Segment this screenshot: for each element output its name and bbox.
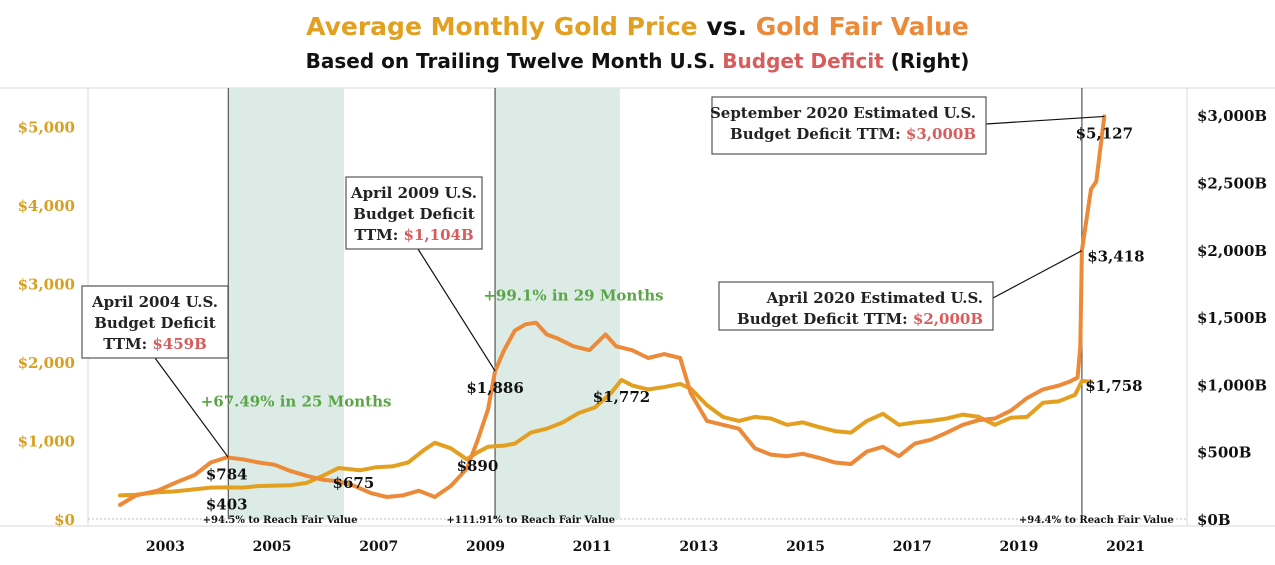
x-tick-label: 2003 (146, 539, 185, 555)
callout-0: April 2004 U.S. Budget Deficit TTM: $459B (81, 285, 229, 458)
point-label: $890 (457, 457, 499, 475)
callout-leader (417, 248, 496, 372)
callout-prefix: TTM: (103, 335, 152, 353)
callout-box (81, 285, 229, 359)
gain-annotation: +67.49% in 25 Months (201, 393, 392, 411)
title-fair-value: Gold Fair Value (755, 12, 969, 41)
point-label: $784 (206, 465, 248, 483)
fair-value-line (118, 114, 1107, 507)
left-tick-label: $2,000 (18, 354, 75, 372)
callout-text: Budget Deficit (94, 314, 216, 332)
callout-deficit-value: $459B (152, 335, 206, 353)
right-tick-label: $1,000B (1197, 376, 1267, 394)
shaded-period-0 (228, 88, 345, 519)
x-tick-label: 2021 (1106, 539, 1145, 555)
x-tick-label: 2015 (786, 539, 825, 555)
point-label: $3,418 (1087, 248, 1144, 266)
callout-value-line: TTM: $1,104B (354, 226, 473, 244)
shaded-period-1 (495, 88, 620, 519)
callout-leader (992, 250, 1083, 299)
point-label: $1,772 (593, 388, 650, 406)
callout-box (345, 176, 483, 250)
callout-value-line: Budget Deficit TTM: $2,000B (737, 310, 983, 328)
x-tick-label: 2013 (679, 539, 718, 555)
callout-leader (985, 115, 1105, 125)
point-label: $1,758 (1085, 377, 1142, 395)
subtitle-budget-deficit: Budget Deficit (722, 49, 884, 73)
left-tick-label: $1,000 (18, 432, 75, 450)
point-label: $675 (333, 474, 375, 492)
point-label: $5,127 (1076, 124, 1133, 142)
x-tick-label: 2009 (466, 539, 505, 555)
callout-prefix: Budget Deficit TTM: (737, 310, 913, 328)
callout-prefix: Budget Deficit TTM: (730, 125, 906, 143)
right-tick-label: $0B (1197, 511, 1231, 529)
point-label: $403 (206, 495, 248, 513)
subtitle-right: (Right) (883, 49, 970, 73)
callout-box (718, 281, 994, 331)
fair-value-note: +94.4% to Reach Fair Value (1019, 515, 1174, 526)
subtitle-text: Based on Trailing Twelve Month U.S. (305, 49, 723, 73)
right-tick-label: $2,000B (1197, 242, 1267, 260)
point-label: $1,886 (466, 379, 523, 397)
callout-deficit-value: $1,104B (404, 226, 474, 244)
title-gold-price: Average Monthly Gold Price (306, 12, 698, 41)
gain-annotation: +99.1% in 29 Months (483, 287, 663, 305)
left-tick-label: $3,000 (18, 275, 75, 293)
title-vs: vs. (697, 12, 756, 41)
callout-3: September 2020 Estimated U.S. Budget Defi… (710, 96, 1105, 155)
right-tick-label: $2,500B (1197, 174, 1267, 192)
x-tick-label: 2017 (893, 539, 932, 555)
callout-prefix: TTM: (354, 226, 403, 244)
x-tick-label: 2011 (573, 539, 612, 555)
callout-1: April 2009 U.S. Budget Deficit TTM: $1,104… (345, 176, 496, 372)
callout-text: September 2020 Estimated U.S. (710, 104, 976, 122)
chart-subtitle: Based on Trailing Twelve Month U.S. Budg… (0, 48, 1275, 74)
x-tick-label: 2007 (359, 539, 398, 555)
left-tick-label: $5,000 (18, 118, 75, 136)
left-tick-label: $0 (54, 511, 75, 529)
chart-title: Average Monthly Gold Price vs. Gold Fair… (0, 12, 1275, 42)
left-tick-label: $4,000 (18, 197, 75, 215)
callout-value-line: TTM: $459B (103, 335, 207, 353)
right-tick-label: $3,000B (1197, 107, 1267, 125)
callout-text: April 2020 Estimated U.S. (766, 289, 983, 307)
gold-price-line (118, 377, 1093, 498)
right-tick-label: $1,500B (1197, 309, 1267, 327)
fair-value-note: +94.5% to Reach Fair Value (203, 515, 358, 526)
callout-leader (154, 357, 229, 458)
callout-text: April 2009 U.S. (350, 184, 477, 202)
x-tick-label: 2019 (999, 539, 1038, 555)
callout-deficit-value: $3,000B (906, 125, 976, 143)
callout-text: Budget Deficit (353, 205, 475, 223)
callout-value-line: Budget Deficit TTM: $3,000B (730, 125, 976, 143)
callout-text: April 2004 U.S. (91, 293, 218, 311)
callout-deficit-value: $2,000B (913, 310, 983, 328)
x-tick-label: 2005 (253, 539, 292, 555)
fair-value-note: +111.91% to Reach Fair Value (446, 515, 615, 526)
callout-box (711, 96, 987, 155)
right-tick-label: $500B (1197, 444, 1251, 462)
callout-2: April 2020 Estimated U.S. Budget Deficit … (718, 250, 1083, 331)
